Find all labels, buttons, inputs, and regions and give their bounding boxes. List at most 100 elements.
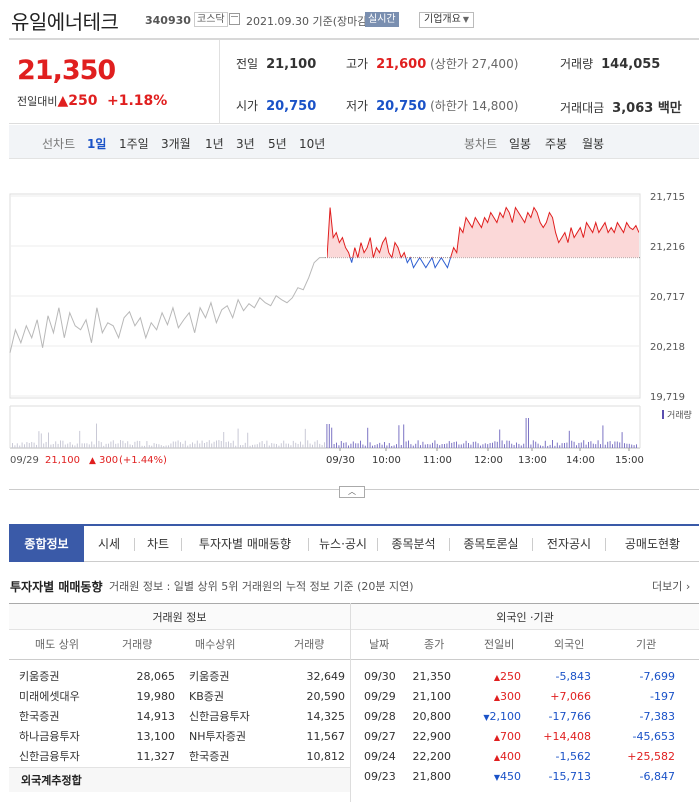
open-value: 20,750 (266, 99, 317, 114)
collapse-chart-button[interactable]: ︿ (339, 486, 365, 498)
row-date: 09/28 (364, 710, 396, 723)
company-info-label: 기업개요 (424, 14, 461, 25)
volume-label: 거래량 (560, 57, 594, 71)
volume-bar (616, 441, 618, 448)
period-1y[interactable]: 1년 (205, 137, 224, 151)
row-change: 2,100 (489, 710, 522, 723)
company-info-dropdown[interactable]: 기업개요 ▼ (419, 12, 474, 28)
volume-bar (141, 445, 143, 448)
volume-bar (482, 444, 484, 448)
volume-bar (516, 442, 517, 448)
buy-volume: 10,812 (306, 750, 346, 763)
foreign-row: 09/24 22,200 ▲400 -1,562 +25,582 (351, 747, 699, 767)
volume-bar (115, 443, 117, 448)
period-1w[interactable]: 1주일 (119, 137, 149, 151)
more-link[interactable]: 더보기 › (652, 578, 690, 594)
amount-cell: 거래대금 3,063 백만 (560, 97, 682, 116)
volume-bar (254, 444, 256, 448)
tab-chart[interactable]: 차트 (146, 537, 170, 551)
volume-bar (201, 440, 203, 448)
col-change: 전일비 (484, 638, 515, 651)
volume-bar (249, 445, 251, 448)
section-title: 투자자별 매매동향 (10, 580, 103, 594)
volume-bar (602, 425, 604, 448)
buy-broker[interactable]: 한국증권 (189, 750, 230, 763)
volume-bar (384, 442, 385, 448)
buy-volume: 11,567 (306, 730, 346, 743)
price-change: 전일대비▲250 +1.18% (17, 93, 167, 109)
tab-disclosure[interactable]: 전자공시 (546, 537, 592, 551)
tab-short-selling[interactable]: 공매도현황 (624, 537, 681, 551)
volume-bar (456, 441, 457, 448)
volume-bar (511, 443, 513, 448)
low-value: 20,750 (376, 99, 427, 114)
low-label: 저가 (346, 99, 369, 113)
volume-bar (530, 444, 532, 448)
buy-broker[interactable]: 신한금융투자 (189, 710, 250, 723)
volume-bar (350, 443, 352, 448)
buy-broker[interactable]: KB증권 (189, 690, 224, 703)
x-tick-label: 15:00 (615, 455, 644, 466)
up-arrow-icon: ▲ (493, 733, 500, 742)
volume-bar (297, 443, 299, 448)
volume-bar (160, 445, 162, 448)
foreign-row: 09/30 21,350 ▲250 -5,843 -7,699 (351, 667, 699, 687)
sell-broker[interactable]: 키움증권 (19, 670, 60, 683)
sell-broker[interactable]: 미래에셋대우 (19, 690, 80, 703)
tab-overview[interactable]: 종합정보 (9, 526, 84, 562)
amount-label: 거래대금 (560, 101, 605, 115)
realtime-button[interactable]: 실시간 (365, 12, 399, 27)
volume-bar (468, 443, 469, 448)
volume-bar (600, 444, 601, 448)
candle-monthly[interactable]: 월봉 (582, 137, 605, 151)
tab-investor-trends[interactable]: 투자자별 매매동향 (198, 537, 292, 551)
row-close: 22,900 (412, 730, 452, 743)
volume-bar (184, 440, 186, 448)
buy-volume: 20,590 (306, 690, 346, 703)
volume-bar (72, 444, 73, 448)
volume-bar (36, 444, 37, 448)
volume-bar (518, 443, 520, 448)
volume-bar (312, 444, 313, 448)
tab-news[interactable]: 뉴스·공시 (319, 537, 367, 551)
volume-bar (487, 444, 489, 448)
period-3y[interactable]: 3년 (236, 137, 255, 151)
row-change: 400 (500, 750, 521, 763)
volume-bar (199, 443, 201, 448)
volume-bar (21, 442, 23, 448)
sell-broker[interactable]: 한국증권 (19, 710, 60, 723)
tab-discussion[interactable]: 종목토론실 (463, 537, 519, 551)
col-buy-vol: 거래량 (294, 638, 325, 651)
period-3m[interactable]: 3개월 (161, 137, 191, 151)
base-date: 2021.09.30 기준(장마감) (246, 15, 372, 28)
volume-bar (336, 442, 337, 448)
volume-bar (266, 440, 268, 448)
volume-bar (172, 441, 174, 448)
volume-bar (405, 441, 407, 448)
buy-broker[interactable]: 키움증권 (189, 670, 230, 683)
sell-broker[interactable]: 하나금융투자 (19, 730, 80, 743)
volume-bar (38, 431, 40, 448)
price-chart[interactable]: 21,715 21,216 20,717 20,218 19,719 거래량 09/29 21… (9, 180, 699, 470)
candle-daily[interactable]: 일봉 (509, 137, 532, 151)
period-10y[interactable]: 10년 (299, 137, 326, 151)
candle-weekly[interactable]: 주봉 (545, 137, 568, 151)
volume-bar (228, 441, 229, 448)
volume-bar (139, 441, 141, 448)
buy-volume: 32,649 (306, 670, 346, 683)
volume-bar (458, 444, 460, 448)
volume-bar (24, 444, 25, 448)
buy-broker[interactable]: NH투자증권 (189, 730, 246, 743)
period-5y[interactable]: 5년 (268, 137, 287, 151)
volume-bar (585, 444, 587, 448)
tab-quotes[interactable]: 시세 (97, 537, 121, 551)
volume-bar (211, 443, 213, 448)
volume-bar (182, 443, 184, 448)
volume-bar (189, 444, 191, 448)
volume-bar (352, 441, 354, 448)
tab-analysis[interactable]: 종목분석 (391, 537, 436, 551)
up-arrow-icon: ▲ (493, 673, 500, 682)
period-1d[interactable]: 1일 (87, 137, 107, 151)
sell-broker[interactable]: 신한금융투자 (19, 750, 80, 763)
row-change: 300 (500, 690, 521, 703)
